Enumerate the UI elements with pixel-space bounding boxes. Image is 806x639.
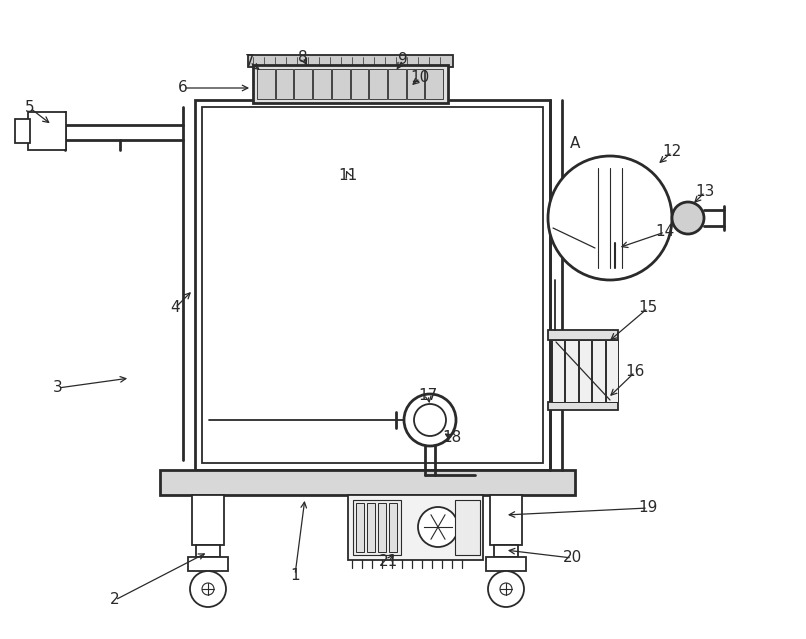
Bar — [28, 112, 66, 150]
Text: 15: 15 — [638, 300, 658, 316]
Bar — [388, 69, 405, 99]
Bar — [426, 69, 443, 99]
Circle shape — [190, 571, 226, 607]
Text: 3: 3 — [53, 380, 63, 396]
Bar — [490, 495, 522, 545]
Bar — [15, 119, 30, 143]
Bar — [192, 495, 224, 545]
Text: 11: 11 — [339, 167, 358, 183]
Bar — [313, 69, 330, 99]
Bar — [389, 503, 397, 552]
Text: 21: 21 — [378, 555, 397, 569]
Text: 5: 5 — [25, 100, 35, 116]
Bar — [351, 69, 368, 99]
Text: 8: 8 — [298, 49, 308, 65]
Bar — [160, 470, 575, 495]
Bar — [195, 100, 550, 470]
Bar — [579, 340, 591, 402]
Text: 19: 19 — [638, 500, 658, 516]
Bar — [257, 69, 275, 99]
Bar — [592, 340, 604, 402]
Text: 20: 20 — [563, 551, 582, 566]
Bar — [348, 495, 483, 560]
Bar — [353, 500, 401, 555]
Text: 12: 12 — [663, 144, 682, 160]
Circle shape — [672, 202, 704, 234]
Bar — [406, 69, 424, 99]
Bar — [253, 65, 448, 103]
Text: 9: 9 — [398, 52, 408, 68]
Text: 13: 13 — [696, 185, 715, 199]
Text: 7: 7 — [245, 54, 255, 70]
Bar — [548, 402, 618, 410]
Circle shape — [418, 507, 458, 547]
Bar — [369, 69, 387, 99]
Circle shape — [202, 583, 214, 595]
Text: 16: 16 — [625, 364, 645, 380]
Polygon shape — [610, 268, 620, 280]
Text: A: A — [570, 135, 580, 151]
Bar — [378, 503, 386, 552]
Text: 2: 2 — [110, 592, 120, 608]
Bar — [565, 340, 578, 402]
Bar — [248, 55, 453, 67]
Bar — [276, 69, 293, 99]
Bar — [196, 545, 220, 557]
Text: 17: 17 — [418, 387, 438, 403]
Circle shape — [488, 571, 524, 607]
Bar — [605, 340, 618, 402]
Bar — [455, 500, 480, 555]
Bar — [548, 330, 618, 340]
Bar — [202, 107, 543, 463]
Bar — [486, 557, 526, 571]
Text: 10: 10 — [410, 70, 430, 86]
Circle shape — [414, 404, 446, 436]
Bar — [294, 69, 312, 99]
Circle shape — [500, 583, 512, 595]
Circle shape — [404, 394, 456, 446]
Bar — [552, 340, 564, 402]
Bar — [494, 545, 518, 557]
Text: 14: 14 — [655, 224, 675, 240]
Text: 1: 1 — [290, 567, 300, 583]
Text: 6: 6 — [178, 81, 188, 95]
Text: 4: 4 — [170, 300, 180, 316]
Text: 18: 18 — [442, 431, 462, 445]
Bar — [188, 557, 228, 571]
Bar — [356, 503, 364, 552]
Bar — [367, 503, 375, 552]
Bar — [332, 69, 350, 99]
Circle shape — [548, 156, 672, 280]
